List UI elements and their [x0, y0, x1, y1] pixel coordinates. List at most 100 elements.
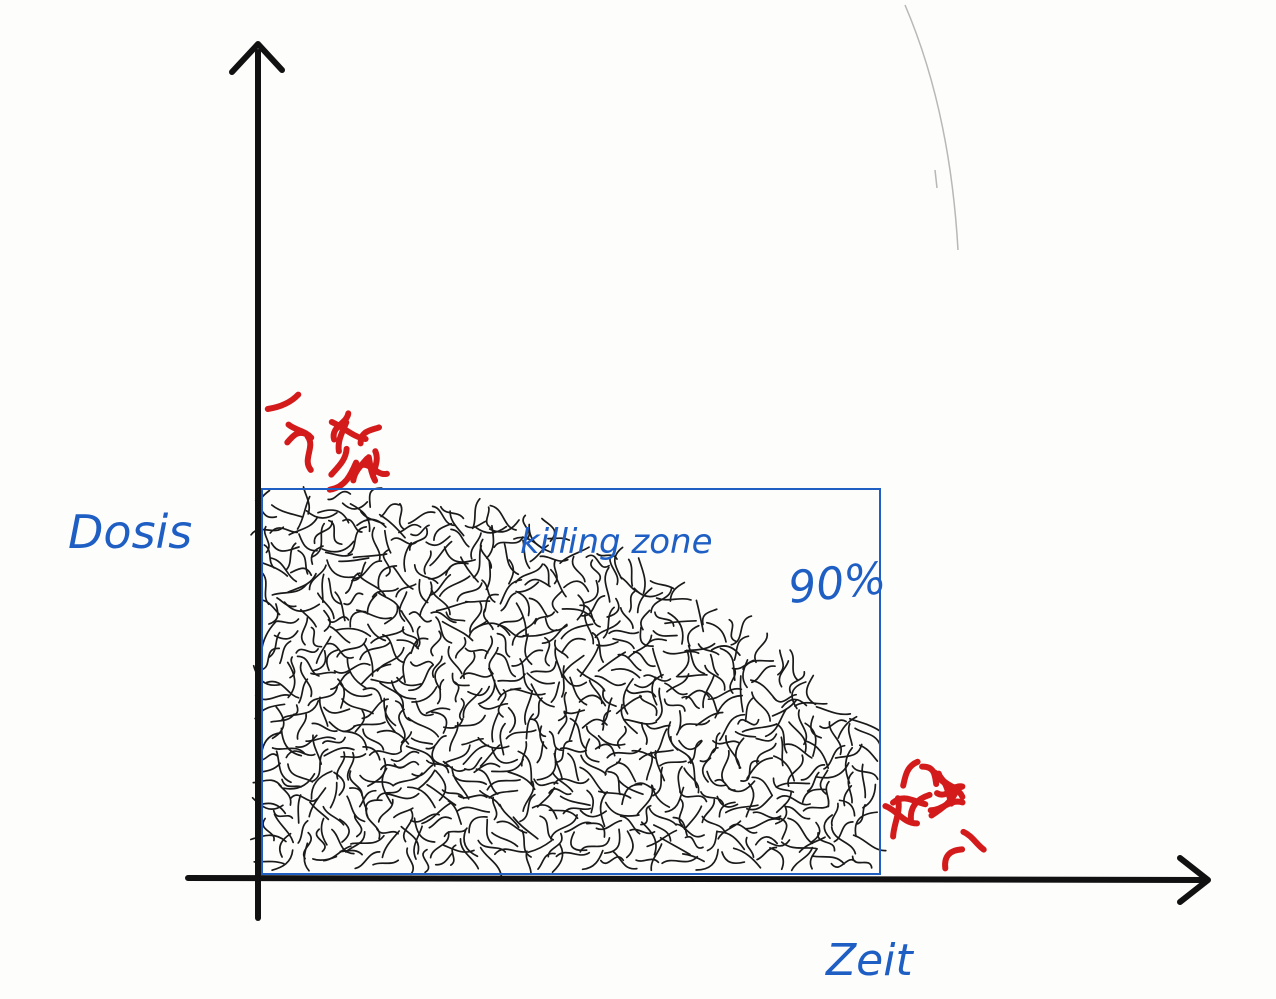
black-cell-squiggle	[677, 765, 683, 793]
black-cell-squiggle	[543, 563, 550, 586]
black-cell-squiggle	[384, 705, 396, 733]
y-axis-label: Dosis	[68, 505, 192, 559]
black-cell-squiggle	[286, 661, 296, 699]
red-cell-squiggle	[882, 803, 920, 827]
black-cell-squiggle	[585, 725, 601, 749]
black-cell-squiggle	[382, 549, 391, 577]
black-cell-squiggle	[448, 721, 459, 752]
black-cell-squiggle	[346, 795, 366, 823]
black-cell-squiggle	[797, 709, 808, 746]
black-cell-squiggle	[280, 727, 303, 757]
black-cell-squiggle	[701, 815, 727, 834]
black-cell-squiggle	[789, 649, 799, 682]
black-cell-squiggle	[336, 637, 368, 658]
black-cell-squiggle	[787, 817, 814, 845]
black-cell-squiggle	[346, 657, 367, 689]
black-cell-squiggle	[289, 794, 319, 802]
black-cell-squiggle	[285, 542, 297, 571]
black-cell-squiggle	[571, 555, 586, 583]
red-cell-squiggle	[935, 770, 966, 800]
black-cell-squiggle	[450, 528, 470, 548]
black-cell-squiggle	[717, 820, 742, 840]
black-cell-squiggle	[367, 623, 387, 642]
black-cell-squiggle	[350, 834, 385, 845]
black-cell-squiggle	[431, 655, 443, 678]
black-cell-squiggle	[491, 831, 519, 848]
black-cell-squiggle	[296, 713, 307, 740]
black-cell-squiggle	[362, 642, 374, 677]
black-cell-squiggle	[519, 658, 533, 693]
black-cell-squiggle	[339, 849, 363, 856]
black-cell-squiggle	[637, 557, 646, 595]
black-cell-squiggle	[683, 767, 700, 794]
black-cell-squiggle	[271, 747, 306, 755]
black-cell-squiggle	[405, 745, 436, 767]
black-cell-squiggle	[352, 553, 388, 559]
black-cell-squiggle	[578, 694, 607, 707]
black-cell-squiggle	[400, 610, 414, 633]
black-cell-squiggle	[456, 582, 483, 602]
black-cell-squiggle	[343, 592, 364, 606]
black-cell-squiggle	[452, 680, 460, 703]
black-cell-squiggle	[353, 560, 383, 580]
black-cell-squiggle	[497, 673, 526, 682]
black-cell-squiggle	[597, 734, 626, 746]
black-cell-squiggle	[497, 687, 522, 701]
black-cell-squiggle	[447, 645, 463, 675]
black-cell-squiggle	[631, 749, 656, 759]
black-cell-squiggle	[442, 718, 464, 729]
black-cell-squiggle	[804, 722, 817, 757]
black-cell-squiggle	[297, 549, 309, 575]
black-cell-squiggle	[262, 647, 281, 670]
black-cell-squiggle	[560, 623, 594, 640]
black-cell-squiggle	[406, 786, 436, 809]
black-cell-squiggle	[315, 635, 332, 664]
black-cell-squiggle	[408, 527, 429, 551]
black-cell-squiggle	[597, 651, 627, 672]
black-cell-squiggle	[815, 705, 852, 716]
black-cell-squiggle	[681, 853, 705, 863]
black-cell-squiggle	[819, 769, 829, 795]
black-cell-squiggle	[381, 830, 401, 859]
red-cell-squiggle	[960, 828, 987, 853]
black-cell-squiggle	[270, 542, 300, 552]
black-cell-squiggle	[616, 761, 637, 783]
black-cell-squiggle	[333, 771, 346, 796]
black-cell-squiggle	[443, 546, 476, 563]
black-cell-squiggle	[479, 538, 493, 569]
black-cell-squiggle	[398, 502, 405, 530]
black-cell-squiggle	[376, 729, 410, 745]
black-cell-squiggle	[310, 671, 336, 676]
black-cell-squiggle	[562, 807, 592, 815]
black-cell-squiggle	[262, 817, 275, 842]
black-cell-squiggle	[347, 526, 368, 555]
black-cell-squiggle	[648, 807, 677, 826]
black-cell-squiggle	[729, 823, 758, 834]
black-cell-squiggle	[617, 779, 644, 796]
black-cell-squiggle	[569, 717, 586, 749]
black-cell-squiggle	[559, 546, 590, 565]
black-cell-squiggle	[695, 599, 705, 633]
black-cell-squiggle	[449, 844, 457, 866]
black-cell-squiggle	[714, 694, 744, 719]
x-axis-arrowhead	[1177, 855, 1211, 905]
black-cell-squiggle	[333, 662, 371, 674]
black-cell-squiggle	[706, 770, 727, 787]
black-cell-squiggle	[604, 566, 611, 603]
black-cell-squiggle	[282, 772, 316, 790]
black-cell-squiggle	[706, 830, 718, 852]
black-cell-squiggle	[732, 847, 762, 869]
black-cell-squiggle	[382, 633, 405, 664]
black-cell-squiggle	[339, 682, 373, 698]
black-cell-squiggle	[342, 518, 363, 533]
black-cell-squiggle	[742, 659, 749, 689]
black-cell-squiggle	[445, 611, 466, 622]
black-cell-squiggle	[709, 653, 719, 676]
black-cell-squiggle	[398, 591, 408, 622]
black-cell-squiggle	[755, 733, 778, 742]
black-cell-squiggle	[372, 859, 400, 866]
black-cell-squiggle	[435, 616, 453, 644]
black-cell-squiggle	[337, 678, 346, 709]
black-cell-squiggle	[492, 796, 498, 821]
black-cell-squiggle	[788, 721, 807, 753]
